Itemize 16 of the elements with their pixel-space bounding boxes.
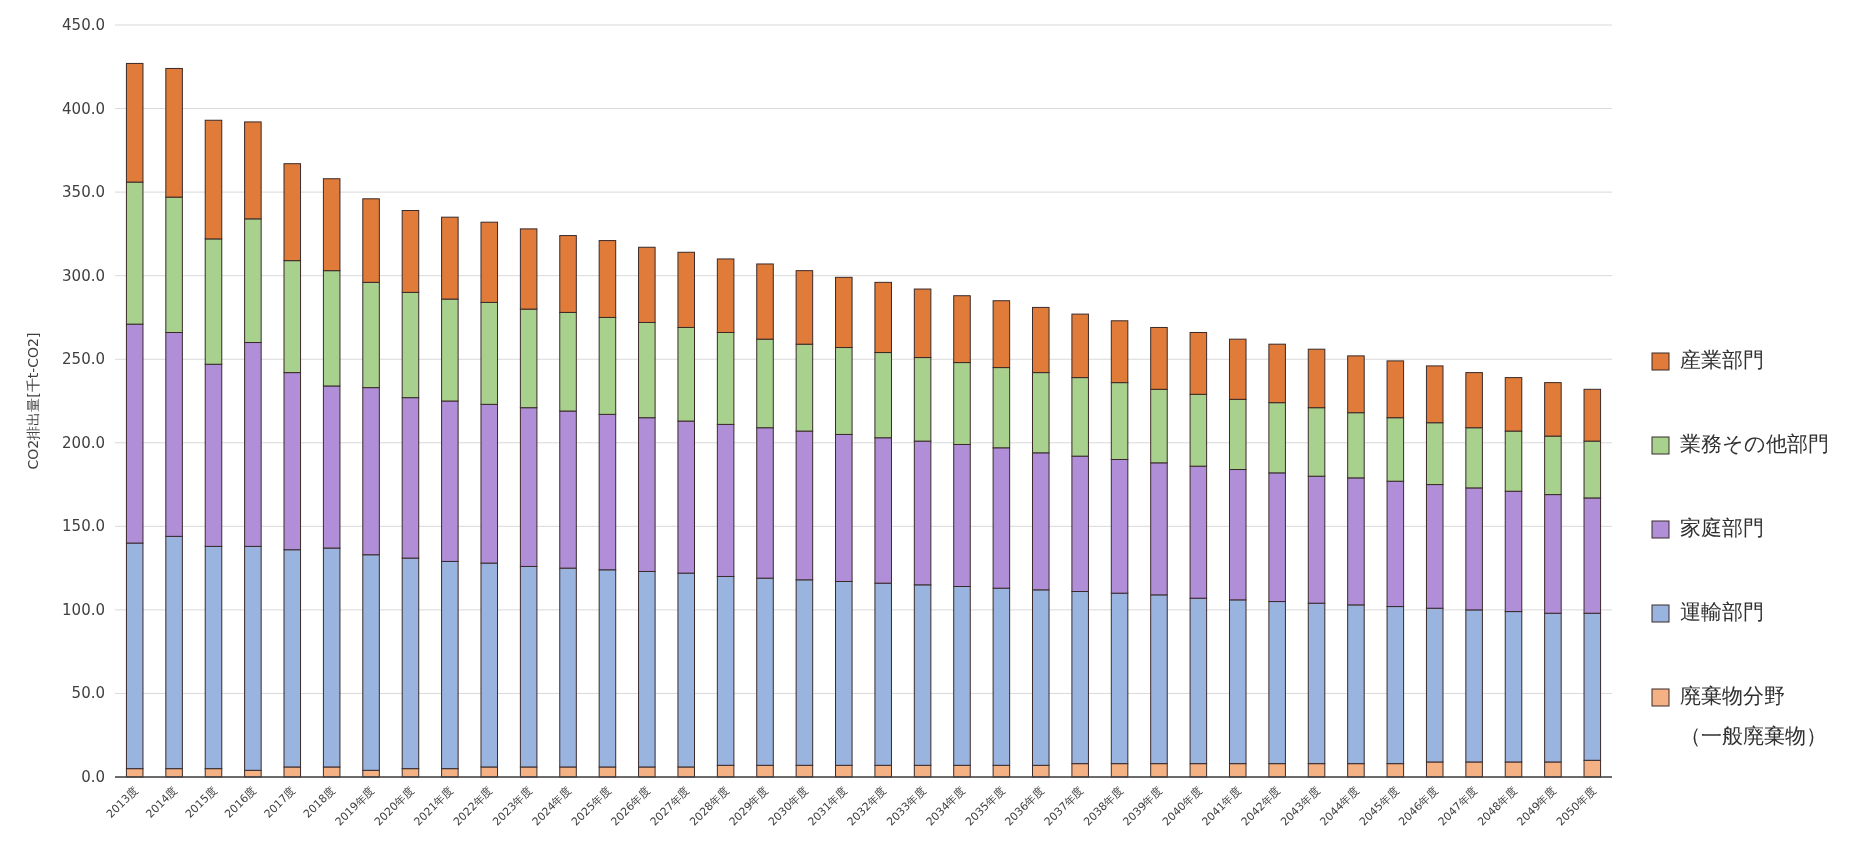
y-tick-label: 350.0: [62, 183, 105, 202]
legend-label: 産業部門: [1680, 347, 1765, 374]
y-tick-label: 100.0: [62, 600, 105, 619]
legend-label: 業務その他部門: [1680, 431, 1830, 458]
y-tick-label: 200.0: [62, 433, 105, 452]
legend-label: 廃棄物分野（一般廃棄物）: [1680, 683, 1828, 750]
legend-label: 家庭部門: [1680, 515, 1765, 542]
y-tick-label: 250.0: [62, 350, 105, 369]
y-axis-title: CO2排出量[千t-CO2]: [25, 332, 41, 470]
y-tick-label: 0.0: [81, 768, 105, 786]
y-tick-label: 450.0: [62, 16, 105, 34]
y-tick-label: 150.0: [62, 517, 105, 536]
y-tick-label: 400.0: [62, 99, 105, 118]
y-tick-label: 300.0: [62, 266, 105, 285]
legend-label: 運輸部門: [1680, 599, 1765, 626]
y-tick-label: 50.0: [71, 684, 105, 703]
